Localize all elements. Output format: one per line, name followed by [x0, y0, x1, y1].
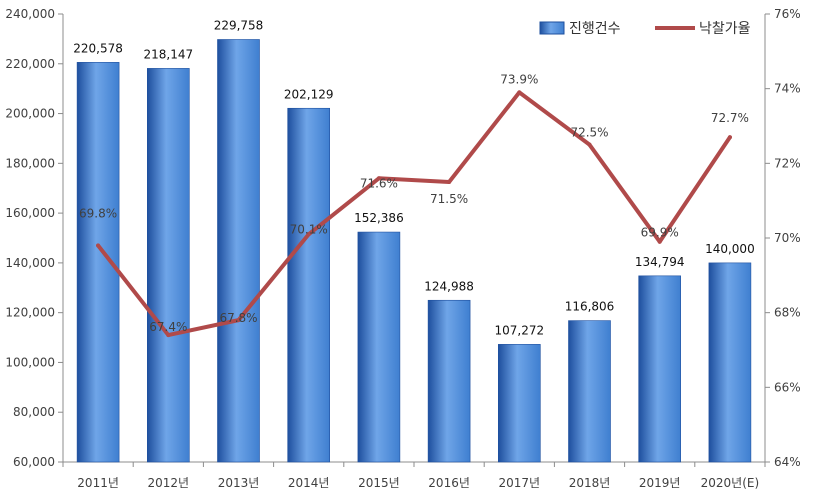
left-axis-tick-label: 60,000: [13, 455, 55, 469]
line-value-label: 69.9%: [641, 226, 679, 240]
right-axis-tick-label: 76%: [774, 7, 801, 21]
x-axis-tick-label: 2011년: [77, 476, 119, 490]
bar: [638, 275, 682, 463]
line-value-label: 71.6%: [360, 176, 398, 190]
legend-label-bar: 진행건수: [569, 21, 621, 37]
right-axis-tick-label: 64%: [774, 455, 801, 469]
bar-value-label: 140,000: [705, 242, 755, 256]
x-axis-tick-label: 2013년: [218, 476, 260, 490]
line-series: [96, 90, 732, 338]
bar: [147, 68, 190, 463]
left-axis-tick-label: 240,000: [5, 7, 55, 21]
x-axis-tick-label: 2014년: [288, 476, 330, 490]
bar: [568, 320, 611, 463]
left-axis-tick-label: 200,000: [5, 107, 55, 121]
line-point: [166, 333, 171, 338]
line-value-label: 72.5%: [570, 126, 608, 140]
line-point: [447, 180, 452, 184]
right-axis-tick-label: 74%: [774, 82, 801, 96]
line-point: [587, 142, 592, 147]
line-value-label: 70.1%: [290, 222, 328, 236]
left-axis-tick-label: 220,000: [5, 57, 55, 71]
line-point: [376, 176, 381, 181]
axes: 240,000 220,000 200,000 180,000 160,000 140,0…: [5, 7, 800, 490]
right-axis-tick-label: 70%: [774, 231, 801, 245]
line-point: [96, 243, 101, 248]
bar: [217, 39, 260, 463]
legend-label-line: 낙찰가율: [699, 21, 751, 37]
left-axis-tick-label: 140,000: [5, 256, 55, 270]
right-axis-tick-label: 66%: [774, 380, 801, 394]
bar: [427, 299, 471, 463]
x-axis-tick-label: 2020년(E): [701, 476, 760, 490]
x-axis-tick-label: 2018년: [569, 476, 611, 490]
left-axis-tick-label: 100,000: [5, 355, 55, 369]
line-point: [236, 318, 241, 323]
line-point: [727, 135, 732, 140]
left-axis-tick-label: 180,000: [5, 156, 55, 170]
bar: [357, 231, 401, 463]
bar: [497, 344, 541, 463]
bar-value-label: 218,147: [143, 47, 193, 61]
bar-value-label: 229,758: [214, 18, 264, 32]
left-axis-tick-label: 80,000: [13, 405, 55, 419]
line-point: [657, 239, 662, 244]
x-axis-tick-label: 2019년: [639, 476, 681, 490]
bar-value-label: 202,129: [284, 87, 334, 101]
bar-value-label: 116,806: [565, 300, 615, 314]
left-axis-tick-label: 120,000: [5, 306, 55, 320]
bar-series: [76, 39, 752, 463]
bar-value-label: 124,988: [424, 279, 474, 293]
left-axis-tick-label: 160,000: [5, 206, 55, 220]
x-axis-tick-label: 2017년: [499, 476, 541, 490]
line-path: [96, 90, 732, 338]
line-point: [306, 232, 311, 237]
line-value-label: 72.7%: [711, 111, 749, 125]
bar-data-labels: 220,578 218,147 229,758 202,129 152,386 124,9…: [73, 18, 754, 337]
bar-value-label: 134,794: [635, 255, 685, 269]
bar-value-label: 152,386: [354, 211, 404, 225]
bar: [287, 107, 331, 463]
x-axis-tick-label: 2016년: [428, 476, 470, 490]
line-value-label: 71.5%: [430, 192, 468, 206]
right-axis-tick-label: 72%: [774, 156, 801, 170]
line-value-label: 67.4%: [149, 320, 187, 334]
x-axis-tick-label: 2012년: [148, 476, 190, 490]
legend-swatch-bar: [539, 21, 565, 35]
right-axis-tick-label: 68%: [774, 306, 801, 320]
bar: [708, 262, 752, 463]
line-value-label: 67.8%: [219, 311, 257, 325]
line-value-label: 73.9%: [500, 72, 538, 86]
bar-value-label: 107,272: [494, 323, 544, 337]
line-point: [517, 90, 522, 95]
line-value-label: 69.8%: [79, 206, 117, 220]
legend: 진행건수 낙찰가율: [539, 21, 751, 37]
bar-value-label: 220,578: [73, 41, 123, 55]
line-data-labels: 69.8% 67.4% 67.8% 70.1% 71.6% 71.5% 73.9% 72.5%…: [79, 72, 749, 334]
x-axis-tick-label: 2015년: [358, 476, 400, 490]
